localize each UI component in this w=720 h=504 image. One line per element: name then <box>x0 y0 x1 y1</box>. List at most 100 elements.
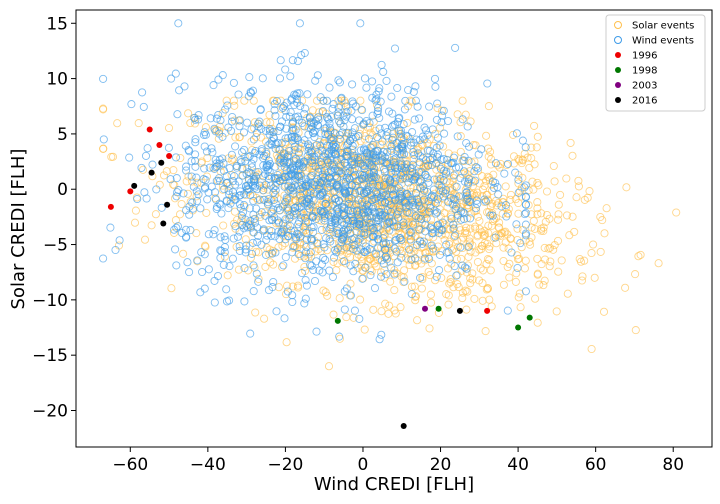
event-point <box>281 235 290 244</box>
event-point <box>299 208 308 217</box>
event-point <box>433 220 443 229</box>
event-point <box>289 242 298 251</box>
event-point <box>375 208 385 217</box>
event-point <box>294 115 303 124</box>
event-point <box>399 218 408 227</box>
event-point <box>416 152 425 161</box>
event-point <box>427 161 436 170</box>
event-point <box>452 182 461 191</box>
event-point <box>256 105 265 115</box>
event-point <box>231 222 240 231</box>
event-point <box>432 115 441 124</box>
event-point <box>306 142 315 151</box>
event-point <box>340 186 349 195</box>
event-point <box>308 122 317 131</box>
event-point <box>115 236 124 245</box>
event-point <box>107 152 116 161</box>
event-point <box>552 307 561 316</box>
event-point <box>361 135 370 144</box>
event-point <box>473 212 482 221</box>
event-point <box>360 231 369 240</box>
event-point <box>139 102 148 111</box>
event-point <box>391 173 400 182</box>
event-point <box>140 188 149 197</box>
event-point <box>318 170 327 179</box>
event-point <box>436 164 445 173</box>
x-axis: −60 −40 −20 0 20 40 60 80 <box>112 447 684 475</box>
event-point <box>349 244 358 254</box>
event-point <box>506 190 516 199</box>
event-point <box>514 198 523 208</box>
event-point <box>106 223 115 232</box>
event-point <box>113 119 122 128</box>
event-point <box>229 219 239 228</box>
event-point <box>244 219 253 228</box>
event-point <box>390 196 399 205</box>
event-point <box>379 67 388 76</box>
event-point <box>333 217 342 226</box>
event-point <box>210 226 219 235</box>
event-point <box>280 173 289 182</box>
event-point <box>337 237 346 247</box>
event-point <box>377 243 386 252</box>
event-point <box>346 166 355 175</box>
event-point <box>529 185 538 194</box>
event-point <box>372 249 381 258</box>
event-point <box>435 141 444 150</box>
event-point <box>272 307 281 316</box>
event-point <box>425 324 434 333</box>
event-point <box>440 129 449 138</box>
event-point <box>501 200 510 210</box>
event-point <box>252 269 261 278</box>
event-point <box>293 171 302 180</box>
event-point <box>274 283 283 292</box>
event-point <box>272 96 281 106</box>
event-point <box>411 188 420 197</box>
event-point <box>347 132 356 141</box>
event-point <box>411 212 421 221</box>
event-point <box>378 137 387 146</box>
event-point <box>544 244 553 253</box>
legend-box <box>605 14 706 112</box>
event-point <box>396 175 405 184</box>
event-point <box>219 221 228 230</box>
event-point <box>325 83 334 92</box>
event-point <box>127 100 136 109</box>
event-point <box>486 160 496 169</box>
event-point <box>267 207 276 216</box>
event-point <box>363 148 372 157</box>
event-point <box>587 248 596 258</box>
event-point <box>545 262 554 271</box>
event-point <box>554 267 563 276</box>
event-point <box>378 191 387 200</box>
event-point <box>413 316 422 325</box>
event-point <box>367 156 376 165</box>
event-point <box>176 153 185 163</box>
event-point <box>352 176 361 186</box>
event-point <box>314 245 323 254</box>
event-point <box>235 200 244 209</box>
event-point <box>361 242 370 251</box>
event-point <box>511 168 520 177</box>
event-point <box>377 272 386 281</box>
event-point <box>280 156 289 165</box>
event-point <box>231 195 240 204</box>
event-point <box>390 270 399 279</box>
event-point <box>253 237 262 247</box>
event-point <box>339 234 348 243</box>
legend-item: 2003 <box>615 81 657 92</box>
event-point <box>228 112 237 122</box>
event-point <box>376 97 385 106</box>
event-point <box>396 126 405 135</box>
event-point <box>241 248 250 257</box>
event-point <box>300 299 309 308</box>
event-point <box>305 199 314 208</box>
event-point <box>231 133 240 142</box>
event-point <box>425 146 434 155</box>
event-point <box>438 193 447 202</box>
event-point <box>373 234 383 244</box>
event-point <box>191 135 200 144</box>
event-point <box>514 293 523 302</box>
event-point <box>488 217 498 226</box>
event-point <box>382 76 391 85</box>
